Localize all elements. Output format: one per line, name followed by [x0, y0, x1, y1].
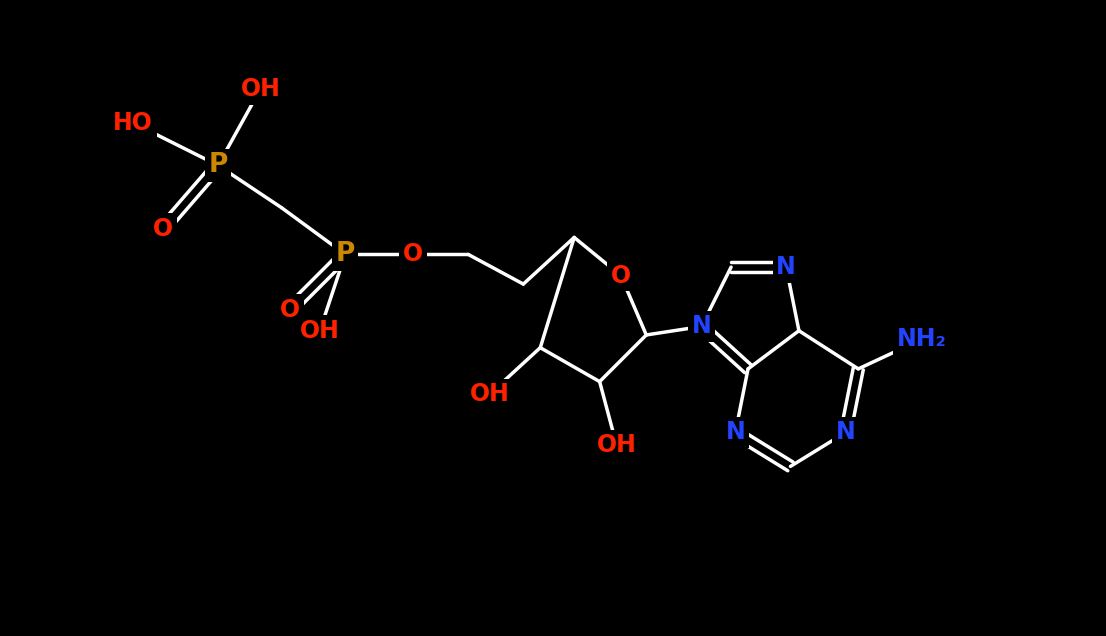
Text: OH: OH	[240, 77, 281, 101]
Text: P: P	[208, 153, 228, 178]
Text: N: N	[836, 420, 855, 445]
Text: OH: OH	[300, 319, 340, 343]
Text: N: N	[726, 420, 745, 445]
Text: O: O	[280, 298, 300, 322]
Text: P: P	[335, 242, 355, 267]
Text: N: N	[776, 255, 796, 279]
Text: O: O	[403, 242, 424, 266]
Text: OH: OH	[596, 433, 637, 457]
Text: N: N	[691, 314, 711, 338]
Text: OH: OH	[469, 382, 510, 406]
Text: NH₂: NH₂	[897, 327, 947, 351]
Text: O: O	[611, 263, 630, 287]
Text: O: O	[153, 217, 173, 241]
Text: HO: HO	[113, 111, 153, 135]
